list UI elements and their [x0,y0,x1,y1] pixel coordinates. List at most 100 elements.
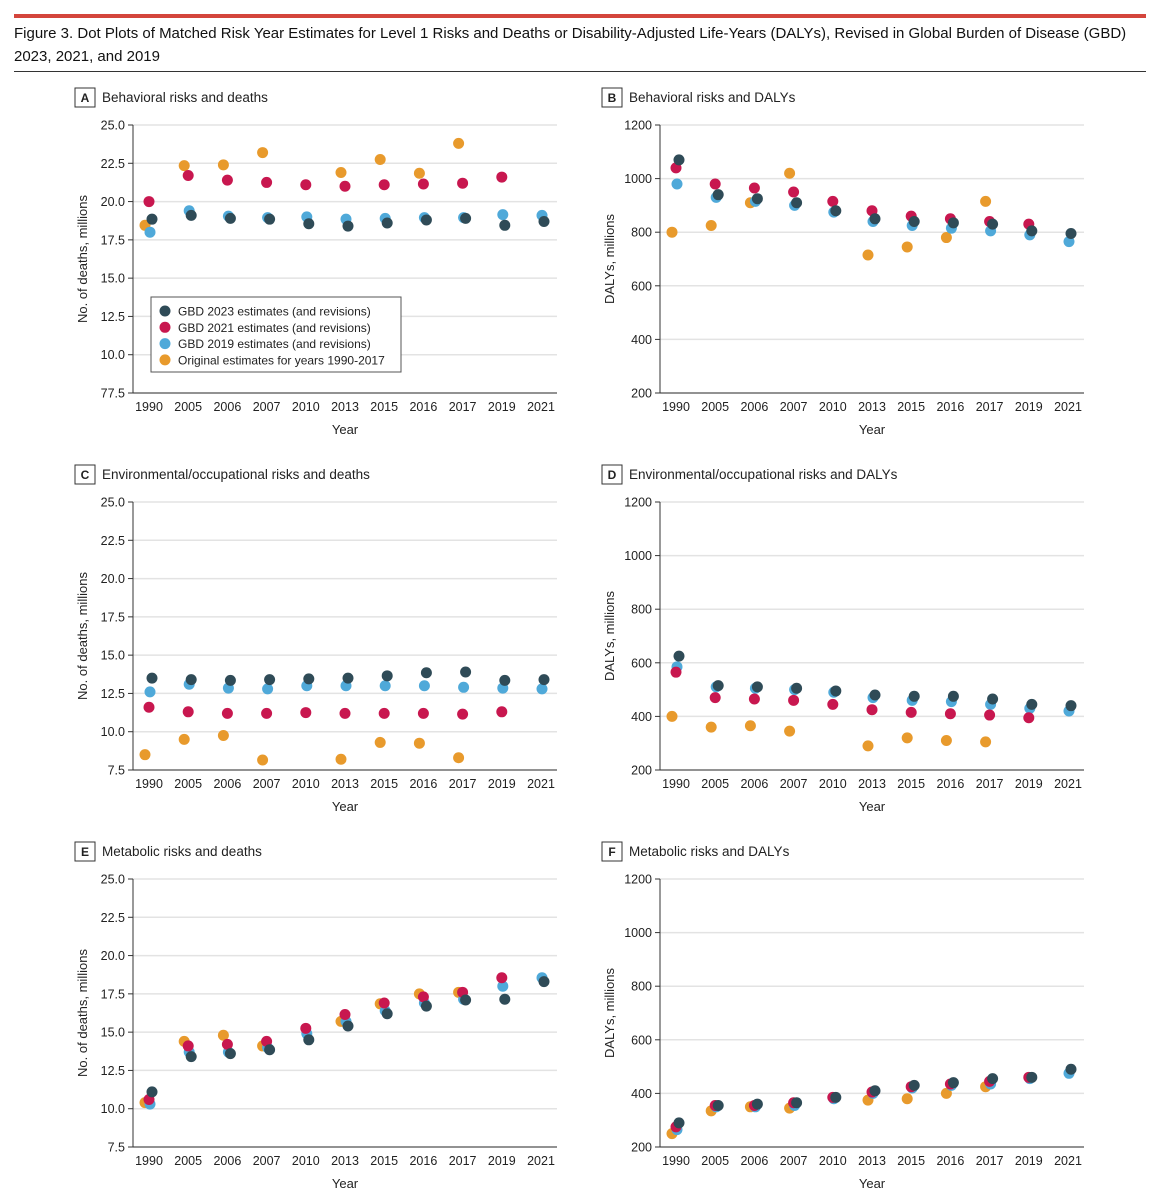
panel-letter-box [601,464,623,485]
point-gbd2021-2013 [866,704,878,716]
x-tick-label: 2013 [858,400,886,414]
chart-svg: E Metabolic risks and deaths 7.5 10.0 12.5 15… [74,841,557,1191]
point-original-2015 [901,732,913,744]
x-tick-label: 2015 [370,1154,398,1168]
point-gbd2023-2010 [830,1091,842,1103]
point-gbd2023-2007 [791,197,803,209]
x-axis-label: Year [332,799,359,814]
point-gbd2021-2019 [496,706,508,718]
x-tick-label: 2019 [488,400,516,414]
x-tick-label: 2013 [331,777,359,791]
x-axis-label: Year [332,422,359,437]
point-gbd2021-2013 [339,707,351,719]
point-gbd2021-2005 [182,706,194,718]
point-gbd2021-2015 [378,179,390,191]
point-original-2006 [744,720,756,732]
x-tick-label: 2005 [174,400,202,414]
point-original-2015 [901,1093,913,1105]
y-tick-label: 600 [631,656,652,670]
point-gbd2023-2017 [460,212,472,224]
panel-title: Behavioral risks and DALYs [629,90,796,105]
top-accent-bar [14,14,1146,18]
point-original-2006 [217,1029,229,1041]
y-tick-label: 10.0 [101,725,125,739]
panel-letter: F [608,845,615,859]
panel-c: C Environmental/occupational risks and de… [70,462,580,832]
point-gbd2021-2017 [457,177,469,189]
y-tick-label: 17.5 [101,987,125,1001]
point-gbd2023-2007 [264,1044,276,1056]
point-gbd2023-1990 [146,1086,158,1098]
x-tick-label: 2019 [488,777,516,791]
point-gbd2021-1990 [143,196,155,208]
y-tick-label: 12.5 [101,1064,125,1078]
x-tick-label: 2010 [819,777,847,791]
point-gbd2023-2006 [224,674,236,686]
x-tick-label: 2021 [527,1154,555,1168]
point-gbd2023-2013 [869,213,881,225]
legend-label: Original estimates for years 1990-2017 [178,353,385,367]
point-gbd2021-2017 [984,709,996,721]
legend-marker-original [159,354,171,366]
x-tick-label: 2005 [701,1154,729,1168]
y-tick-label: 12.5 [101,687,125,701]
point-gbd2023-2019 [499,993,511,1005]
point-gbd2023-2005 [185,674,197,686]
x-tick-label: 2019 [1015,1154,1043,1168]
y-axis-label: No. of deaths, millions [75,949,90,1077]
point-gbd2021-2010 [300,179,312,191]
point-original-2015 [374,153,386,165]
point-original-2005 [178,160,190,172]
point-gbd2023-2017 [987,1073,999,1085]
panel-letter: C [81,468,90,482]
point-gbd2023-2005 [712,1099,724,1111]
point-gbd2019-2016 [418,680,430,692]
point-gbd2023-2013 [342,220,354,232]
point-gbd2021-2007 [261,176,273,188]
y-tick-label: 200 [631,764,652,778]
y-tick-label: 22.5 [101,534,125,548]
point-original-2005 [705,220,717,231]
x-axis-label: Year [859,1176,886,1191]
chart-svg: B Behavioral risks and DALYs 200 400 600 800 1… [601,87,1084,437]
point-original-2013 [335,166,347,178]
point-gbd2021-2007 [788,694,800,706]
legend: GBD 2023 estimates (and revisions) GBD 20… [150,296,402,373]
x-tick-label: 2006 [213,1154,241,1168]
panel-letter-box [601,841,623,862]
point-gbd2019-1990 [144,686,156,698]
x-tick-label: 2021 [527,777,555,791]
point-gbd2019-2019 [497,209,509,221]
x-tick-label: 2010 [292,400,320,414]
x-tick-label: 2006 [740,1154,768,1168]
point-gbd2023-2021 [1065,1063,1077,1075]
point-original-2007 [257,147,269,159]
point-original-1990 [139,749,151,761]
point-original-2015 [374,736,386,748]
y-tick-label: 20.0 [101,949,125,963]
point-gbd2019-2015 [379,680,391,692]
point-original-2007 [784,167,796,179]
point-gbd2021-2005 [709,178,721,190]
x-tick-label: 2021 [1054,400,1082,414]
x-tick-label: 2016 [409,1154,437,1168]
y-tick-label: 1200 [624,873,652,887]
point-gbd2023-2010 [830,205,842,217]
y-tick-label: 15.0 [101,272,125,286]
point-gbd2023-2016 [947,1077,959,1089]
x-tick-label: 2016 [936,400,964,414]
y-tick-label: 7.5 [108,764,125,778]
x-tick-label: 2007 [253,1154,281,1168]
x-tick-label: 2007 [780,777,808,791]
point-gbd2021-2005 [709,692,721,704]
x-tick-label: 1990 [135,1154,163,1168]
point-gbd2023-2007 [264,213,276,225]
x-tick-label: 2019 [1015,400,1043,414]
point-original-2007 [784,725,796,737]
y-axis-label: DALYs, millions [602,590,617,681]
point-gbd2023-2017 [987,693,999,705]
x-tick-label: 1990 [135,400,163,414]
point-gbd2023-2013 [869,1085,881,1097]
point-gbd2023-2010 [303,218,315,230]
y-axis-label: No. of deaths, millions [75,572,90,700]
